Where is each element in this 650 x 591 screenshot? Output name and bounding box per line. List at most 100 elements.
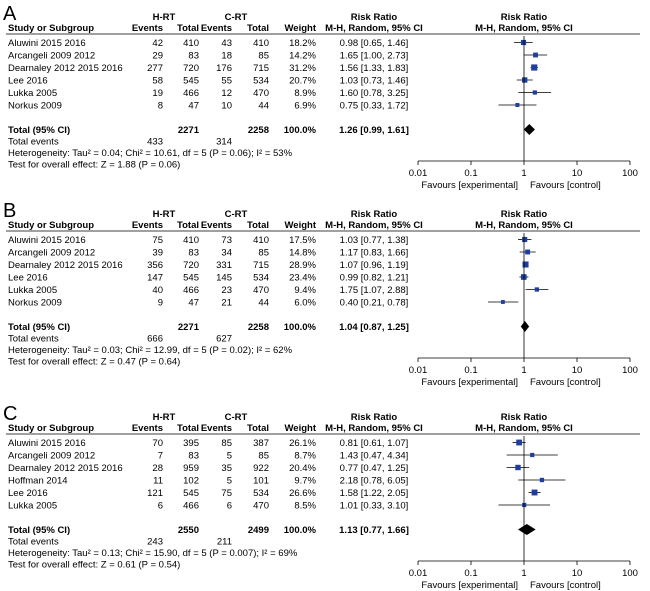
study-events-exp: 39 (152, 248, 163, 259)
study-name: Norkus 2009 (8, 101, 62, 112)
study-name: Arcangeli 2009 2012 (8, 451, 95, 462)
study-total-exp: 545 (183, 76, 199, 87)
total-weight: 100.0% (284, 525, 317, 536)
header-total: Total (247, 23, 269, 34)
study-risk-ratio: 1.58 [1.22, 2.05] (340, 488, 409, 499)
forest-panel-c: C H-RT C-RT Risk Ratio Risk Ratio Study or Su… (3, 403, 640, 591)
study-name: Lukka 2005 (8, 88, 57, 99)
header-total: Total (177, 23, 199, 34)
study-weight: 8.7% (294, 451, 316, 462)
x-tick-label: 100 (622, 168, 638, 179)
x-tick-label: 1 (521, 365, 526, 376)
header-risk-ratio: Risk Ratio (351, 412, 398, 423)
study-risk-ratio: 0.98 [0.65, 1.46] (340, 38, 409, 49)
effect-square (530, 452, 535, 458)
study-total-exp: 720 (183, 260, 199, 271)
total-label: Total (95% CI) (8, 125, 70, 136)
panel-letter: C (3, 403, 17, 425)
study-risk-ratio: 1.56 [1.33, 1.83] (340, 63, 409, 74)
study-weight: 6.0% (294, 298, 316, 309)
favours-control: Favours [control] (530, 180, 601, 191)
study-weight: 14.8% (289, 248, 316, 259)
study-events-ctrl: 73 (221, 235, 232, 246)
study-weight: 20.7% (289, 76, 316, 87)
total-weight: 100.0% (284, 322, 317, 333)
study-events-exp: 29 (152, 51, 163, 62)
effect-square (539, 477, 545, 483)
study-total-ctrl: 534 (253, 488, 269, 499)
study-total-exp: 959 (183, 463, 199, 474)
header-risk-ratio: Risk Ratio (351, 12, 398, 23)
study-total-ctrl: 44 (258, 101, 269, 112)
study-events-exp: 121 (147, 488, 163, 499)
panel-letter: A (3, 3, 17, 25)
study-events-ctrl: 10 (221, 101, 232, 112)
study-name: Dearnaley 2012 2015 2016 (8, 260, 123, 271)
effect-square (515, 103, 520, 107)
header-weight: Weight (285, 220, 317, 231)
study-total-ctrl: 715 (253, 63, 269, 74)
study-events-ctrl: 5 (227, 451, 232, 462)
effect-square (500, 300, 505, 304)
study-total-exp: 83 (188, 451, 199, 462)
header-group-experimental: H-RT (153, 412, 176, 423)
header-group-experimental: H-RT (153, 12, 176, 23)
study-events-exp: 70 (152, 438, 163, 449)
study-risk-ratio: 1.75 [1.07, 2.88] (340, 285, 409, 296)
favours-control: Favours [control] (530, 377, 601, 388)
favours-control: Favours [control] (530, 580, 601, 591)
header-risk-ratio-plot: Risk Ratio (501, 12, 548, 23)
effect-square (533, 52, 538, 58)
study-name: Lee 2016 (8, 488, 48, 499)
study-weight: 28.9% (289, 260, 316, 271)
heterogeneity-stat: Heterogeneity: Tau² = 0.03; Chi² = 12.99… (8, 345, 293, 356)
summary-diamond (517, 524, 536, 535)
study-weight: 18.2% (289, 38, 316, 49)
study-weight: 9.7% (294, 476, 316, 487)
overall-effect-stat: Test for overall effect: Z = 0.61 (P = 0… (8, 560, 180, 571)
study-events-ctrl: 35 (221, 463, 232, 474)
study-risk-ratio: 1.03 [0.73, 1.46] (340, 76, 409, 87)
x-tick-label: 0.01 (409, 168, 428, 179)
study-name: Dearnaley 2012 2015 2016 (8, 463, 123, 474)
study-weight: 26.1% (289, 438, 316, 449)
study-events-exp: 6 (158, 501, 163, 512)
study-total-ctrl: 410 (253, 38, 269, 49)
study-weight: 6.9% (294, 101, 316, 112)
total-events-ctrl: 314 (216, 137, 232, 148)
summary-diamond (523, 124, 535, 135)
study-name: Arcangeli 2009 2012 (8, 248, 95, 259)
x-tick-label: 10 (572, 168, 583, 179)
header-rr-method: M-H, Random, 95% CI (325, 423, 423, 434)
study-name: Aluwini 2015 2016 (8, 38, 86, 49)
study-name: Hoffman 2014 (8, 476, 68, 487)
study-risk-ratio: 1.65 [1.00, 2.73] (340, 51, 409, 62)
total-events-exp: 433 (147, 137, 163, 148)
header-rr-method: M-H, Random, 95% CI (325, 23, 423, 34)
total-events-ctrl: 211 (217, 537, 232, 548)
header-weight: Weight (285, 423, 317, 434)
study-total-ctrl: 470 (253, 88, 269, 99)
header-events: Events (132, 220, 163, 231)
effect-square (521, 77, 528, 83)
x-tick-label: 1 (521, 568, 526, 579)
study-total-ctrl: 410 (253, 235, 269, 246)
header-events: Events (201, 220, 232, 231)
effect-square (531, 489, 538, 496)
heterogeneity-stat: Heterogeneity: Tau² = 0.13; Chi² = 15.90… (8, 548, 298, 559)
study-risk-ratio: 0.75 [0.33, 1.72] (340, 101, 409, 112)
study-events-exp: 19 (152, 88, 163, 99)
header-total: Total (177, 423, 199, 434)
header-rr-method-plot: M-H, Random, 95% CI (475, 23, 573, 34)
forest-panel-a: A H-RT C-RT Risk Ratio Risk Ratio Study or Su… (3, 3, 640, 191)
x-tick-label: 0.1 (464, 168, 477, 179)
study-total-ctrl: 534 (253, 273, 269, 284)
study-events-ctrl: 55 (221, 76, 232, 87)
study-events-ctrl: 5 (227, 476, 232, 487)
study-name: Norkus 2009 (8, 298, 62, 309)
header-study: Study or Subgroup (8, 423, 94, 434)
study-events-exp: 9 (158, 298, 163, 309)
effect-square (534, 287, 540, 292)
study-total-exp: 466 (183, 501, 199, 512)
study-total-ctrl: 534 (253, 76, 269, 87)
